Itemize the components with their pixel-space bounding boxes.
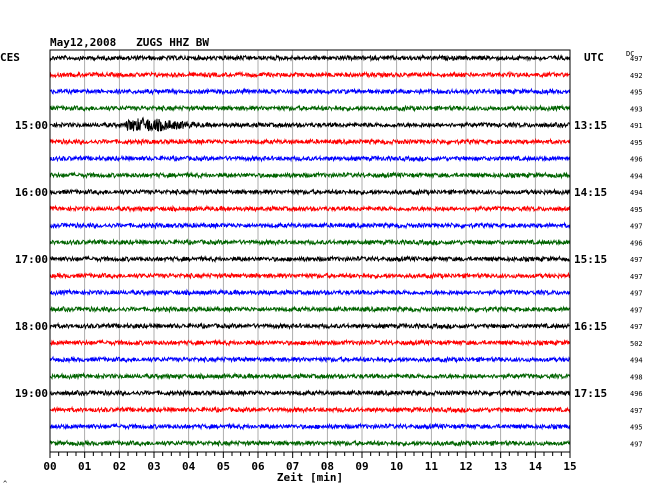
seismic-trace: [49, 372, 571, 381]
x-axis-label: Zeit [min]: [277, 471, 343, 484]
left-timezone-label: CES: [0, 51, 20, 64]
hour-label-local: 18:00: [15, 320, 48, 333]
seismic-trace: [49, 254, 571, 264]
dc-offset-value: 494: [630, 357, 643, 365]
hour-label-utc: 16:15: [574, 320, 607, 333]
dc-offset-value: 497: [630, 55, 643, 63]
dc-offset-value: 497: [630, 273, 643, 281]
dc-offset-value: 497: [630, 407, 643, 415]
dc-offset-value: 494: [630, 172, 643, 180]
dc-offset-values: 497 492 495 493 491 495 496 494 494 495 497 496 497 4…: [630, 55, 643, 448]
hour-labels-left: 15:00 16:00 17:00 18:00 19:00: [15, 119, 48, 400]
hour-label-utc: 17:15: [574, 387, 607, 400]
x-tick-label: 13: [494, 460, 507, 473]
dc-offset-value: 497: [630, 256, 643, 264]
plot-background: [50, 50, 570, 452]
seismic-trace: [49, 405, 571, 414]
x-tick-label: 09: [355, 460, 368, 473]
x-tick-label: 07: [286, 460, 299, 473]
x-tick-label: 11: [425, 460, 439, 473]
dc-offset-value: 497: [630, 223, 643, 231]
seismic-trace: [49, 389, 571, 398]
seismic-trace: [49, 338, 571, 347]
x-tick-label: 00: [43, 460, 56, 473]
seismic-trace: [49, 321, 571, 331]
hour-labels-right: 13:15 14:15 15:15 16:15 17:15: [574, 119, 607, 400]
seismic-trace: [49, 187, 571, 197]
seismic-trace: [49, 238, 571, 247]
dc-offset-value: 496: [630, 390, 643, 398]
dc-offset-value: 495: [630, 139, 643, 147]
x-tick-label: 01: [78, 460, 92, 473]
seismic-trace: [49, 221, 571, 230]
dc-offset-value: 495: [630, 206, 643, 214]
seismic-trace: [49, 439, 571, 448]
seismic-trace: [49, 53, 571, 63]
hour-label-local: 17:00: [15, 253, 48, 266]
hour-label-local: 19:00: [15, 387, 48, 400]
seismic-trace: [49, 137, 571, 147]
seismic-trace: [49, 355, 571, 364]
seismic-trace: [49, 116, 571, 132]
dc-header: DC: [626, 50, 634, 58]
seismogram-traces: [49, 53, 571, 448]
seismic-trace: [49, 204, 571, 213]
x-tick-label: 08: [321, 460, 334, 473]
x-tick-label: 05: [217, 460, 230, 473]
dc-offset-value: 497: [630, 440, 643, 448]
dc-offset-value: 497: [630, 306, 643, 314]
dc-offset-value: 492: [630, 72, 643, 80]
hour-label-local: 16:00: [15, 186, 48, 199]
x-tick-label: 12: [459, 460, 472, 473]
corner-mark: ^: [3, 480, 7, 488]
seismic-trace: [49, 171, 571, 180]
x-tick-label: 15: [563, 460, 576, 473]
dc-offset-value: 496: [630, 239, 643, 247]
right-timezone-label: UTC: [584, 51, 604, 64]
x-tick-label: 02: [113, 460, 126, 473]
chart-title: May12,2008 ZUGS HHZ BW: [50, 36, 209, 49]
dc-offset-value: 494: [630, 189, 643, 197]
x-tick-label: 14: [529, 460, 543, 473]
dc-offset-value: 502: [630, 340, 643, 348]
dc-offset-value: 495: [630, 89, 643, 97]
x-axis: 00 01 02 03 04 05 06 07 08 09 10 11 12 13 14 15: [43, 452, 577, 473]
hour-label-utc: 14:15: [574, 186, 607, 199]
dc-offset-value: 497: [630, 290, 643, 298]
x-tick-label: 03: [147, 460, 160, 473]
hour-label-local: 15:00: [15, 119, 48, 132]
seismic-trace: [49, 104, 571, 113]
dc-offset-value: 491: [630, 122, 643, 130]
hour-label-utc: 15:15: [574, 253, 607, 266]
x-tick-label: 04: [182, 460, 196, 473]
dc-offset-value: 495: [630, 424, 643, 432]
dc-offset-value: 496: [630, 156, 643, 164]
hour-label-utc: 13:15: [574, 119, 607, 132]
seismic-trace: [49, 87, 571, 96]
seismic-trace: [49, 271, 571, 281]
dc-offset-value: 497: [630, 323, 643, 331]
time-grid: [84, 50, 536, 452]
seismic-trace: [49, 154, 571, 163]
dc-offset-value: 493: [630, 105, 643, 113]
dc-offset-value: 498: [630, 373, 643, 381]
seismic-trace: [49, 288, 571, 297]
seismic-trace: [49, 422, 571, 431]
seismic-trace: [49, 70, 571, 79]
seismic-trace: [49, 305, 571, 314]
x-tick-label: 06: [251, 460, 265, 473]
x-tick-label: 10: [390, 460, 403, 473]
